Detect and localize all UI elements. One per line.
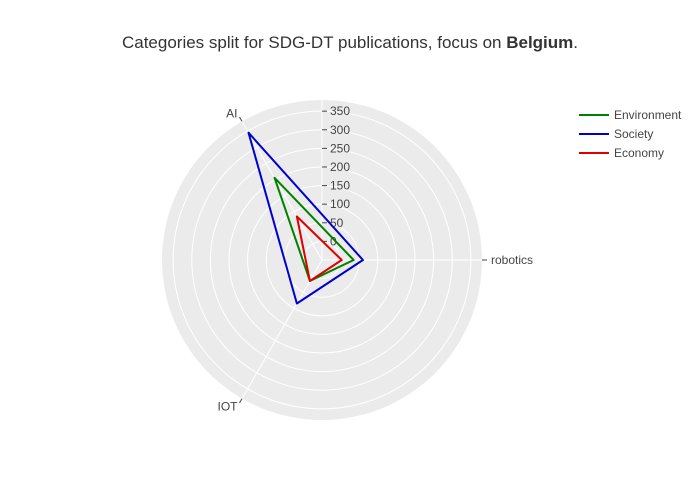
- chart-title-prefix: Categories split for SDG-DT publications…: [121, 33, 507, 52]
- angular-tick-2: [239, 398, 243, 404]
- category-label-iot: IOT: [218, 399, 239, 413]
- chart-title-suffix: .: [573, 33, 579, 52]
- series-line-economy: [295, 215, 343, 282]
- radial-tick-label-2: 100: [330, 197, 350, 211]
- series-line-society: [247, 131, 364, 305]
- legend-label-environment: Environment: [614, 108, 682, 122]
- series-line-environment: [273, 176, 355, 282]
- chart-title: Categories split for SDG-DT publications…: [0, 33, 700, 53]
- legend-label-society: Society: [614, 127, 653, 141]
- radial-tick-label-5: 250: [330, 141, 350, 155]
- legend-label-economy: Economy: [614, 146, 664, 160]
- radial-tick-label-4: 200: [330, 160, 350, 174]
- angular-gridline-2: [241, 259, 323, 399]
- radial-tick-label-1: 50: [330, 216, 344, 230]
- category-label-ai: AI: [226, 107, 237, 121]
- radial-tick-label-0: 0: [330, 234, 337, 248]
- radial-tick-label-7: 350: [330, 104, 350, 118]
- radial-tick-label-6: 300: [330, 123, 350, 137]
- radial-tick-label-3: 150: [330, 179, 350, 193]
- category-label-robotics: robotics: [491, 253, 533, 267]
- angular-gridline-1: [241, 121, 323, 261]
- angular-tick-1: [239, 116, 243, 122]
- chart-title-bold: Belgium: [506, 33, 574, 52]
